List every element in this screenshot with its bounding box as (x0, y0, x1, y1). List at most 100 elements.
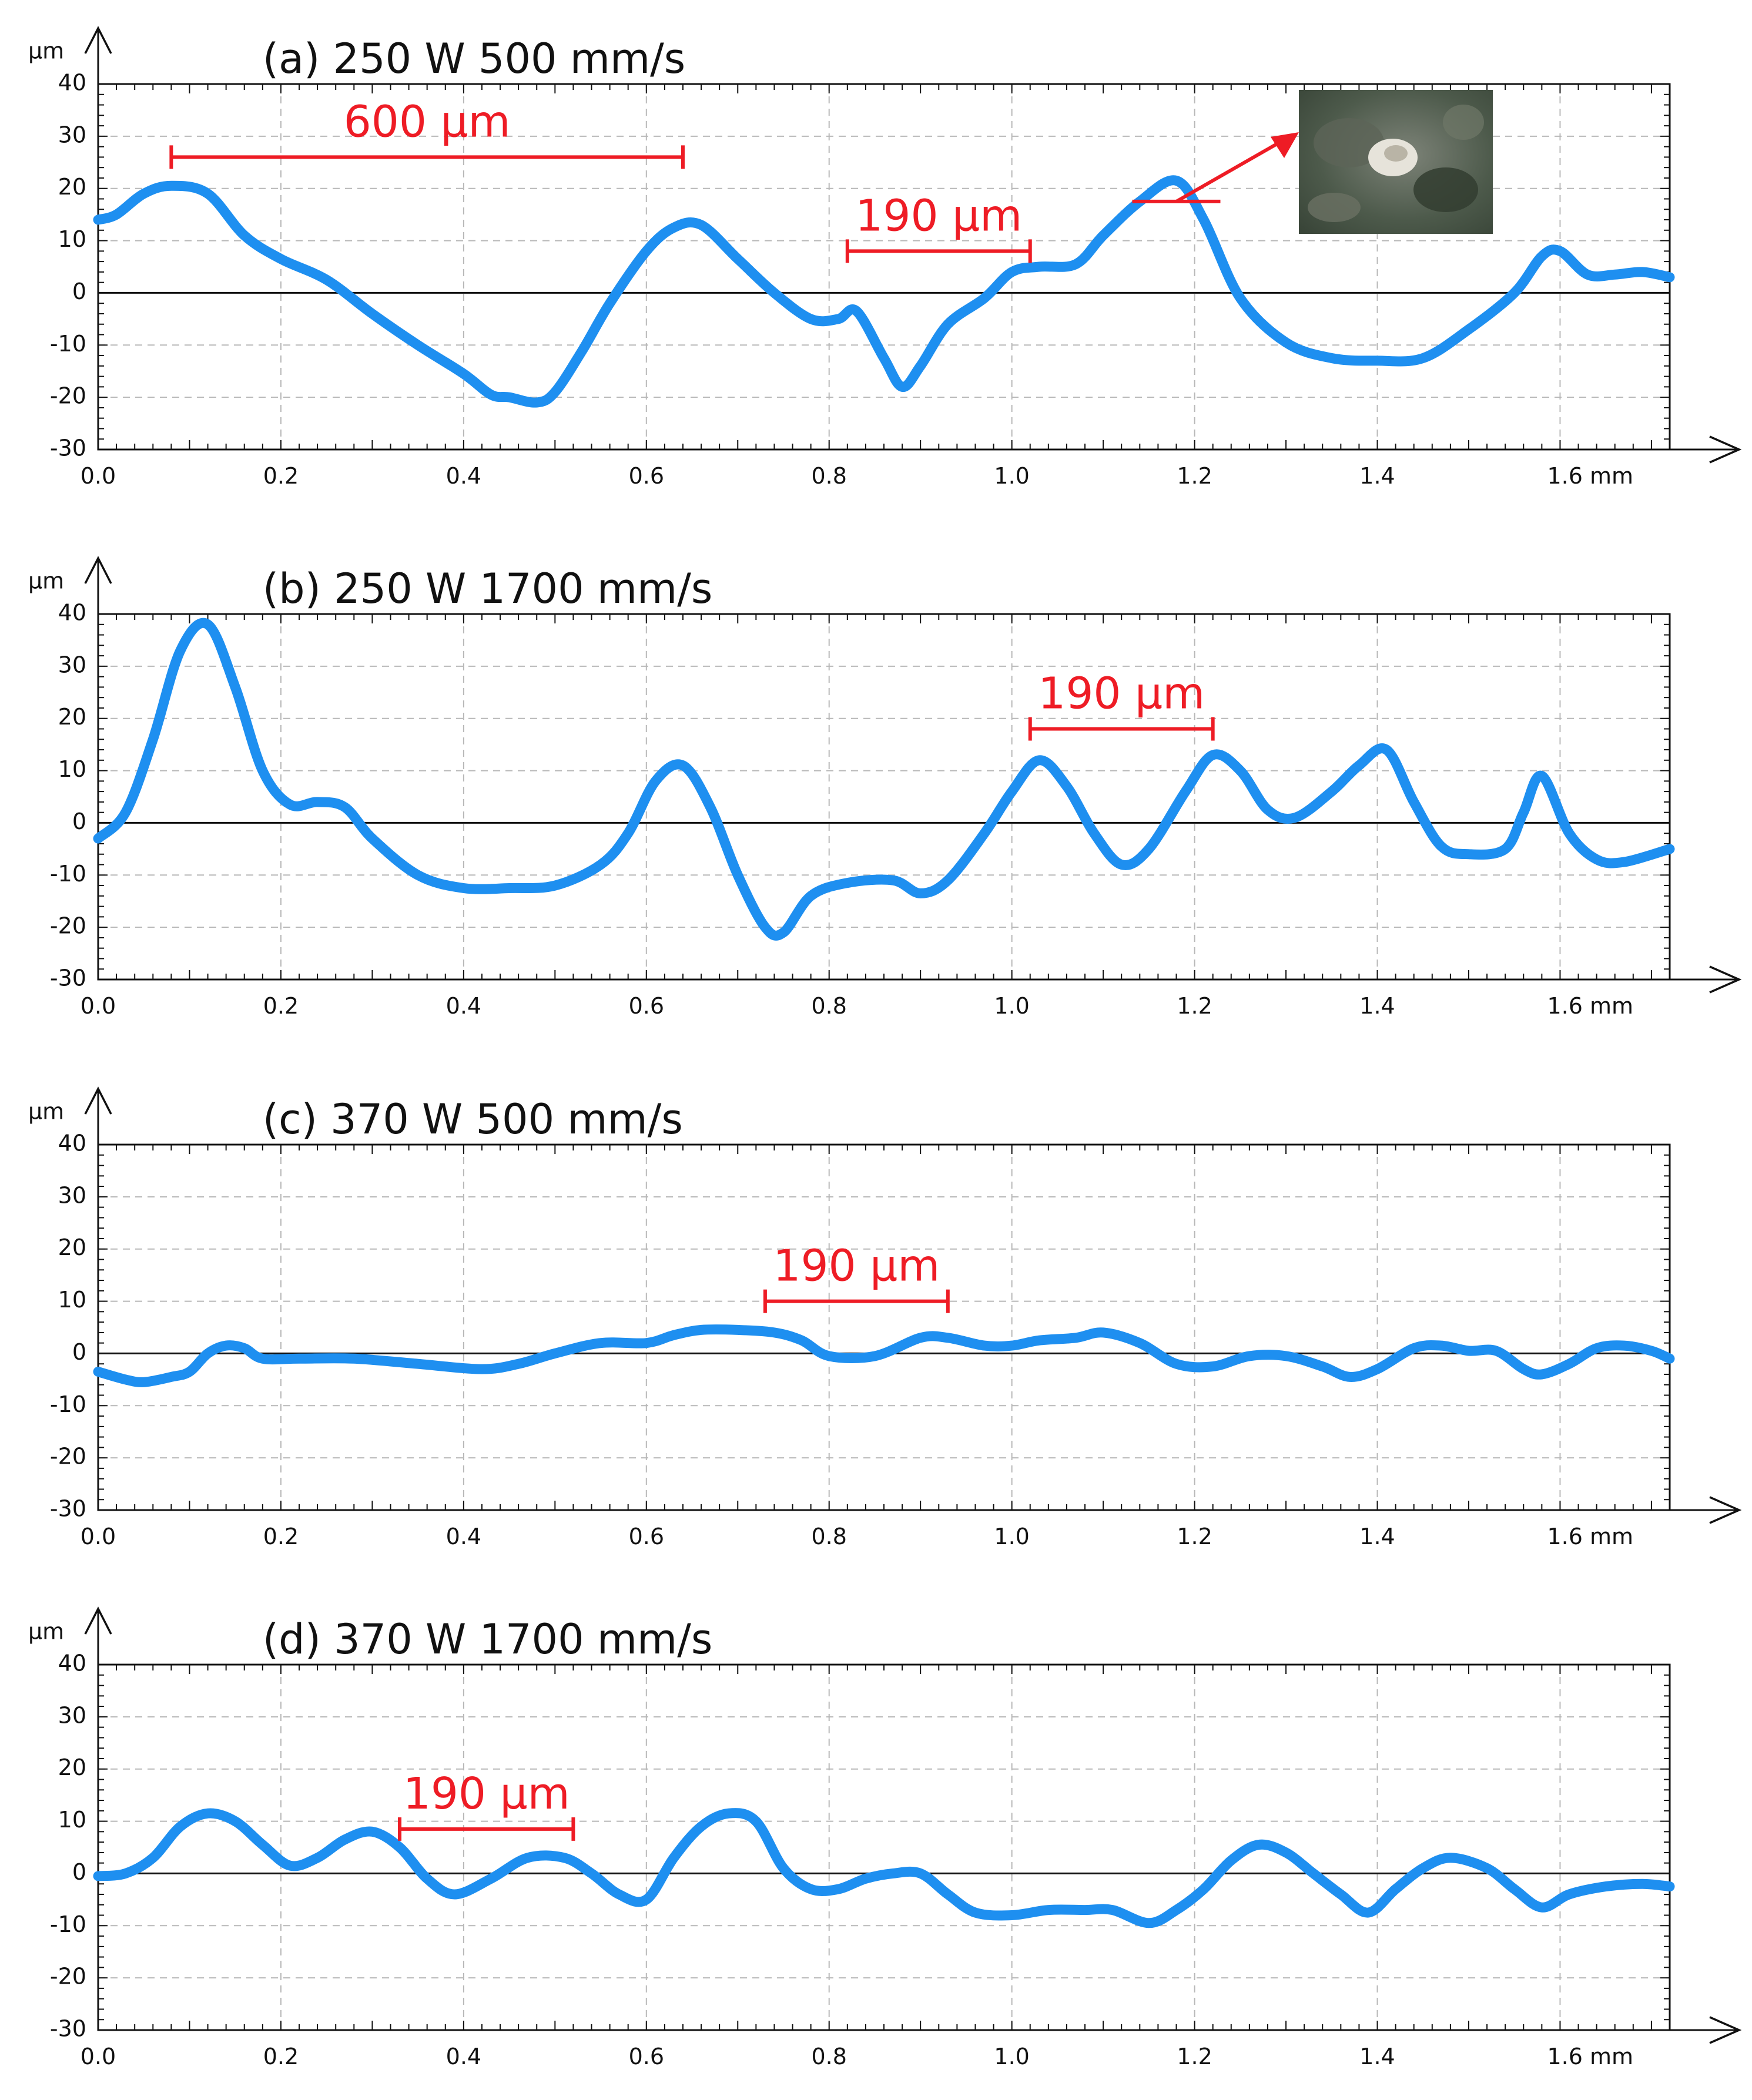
data-point (1011, 791, 1012, 792)
x-tick-label: 0.0 (81, 463, 116, 489)
y-axis-arrowhead (84, 26, 112, 54)
inset-texture (1413, 167, 1478, 212)
data-point (98, 1371, 99, 1372)
x-tick-label: 1.4 (1359, 993, 1395, 1019)
y-tick-label: 0 (72, 1339, 86, 1365)
panel-a: (a) 250 W 500 mm/sµm403020100-10-20-300.… (28, 26, 1742, 489)
y-unit-label: µm (28, 568, 64, 594)
y-tick-label: -30 (50, 965, 86, 991)
panel-title: (c) 370 W 500 mm/s (263, 1095, 683, 1143)
x-tick-label: 1.0 (994, 463, 1029, 489)
y-tick-label: 20 (58, 1755, 86, 1780)
y-tick-label: -20 (50, 1964, 86, 1990)
y-tick-label: 0 (72, 279, 86, 304)
plot-frame (97, 613, 1671, 981)
data-point (838, 318, 839, 319)
data-point (317, 801, 318, 802)
x-axis-arrowhead (1709, 2016, 1742, 2044)
y-unit-label: µm (28, 1619, 64, 1645)
data-point (1523, 812, 1524, 813)
data-point (207, 1813, 208, 1814)
panel-c: (c) 370 W 500 mm/sµm403020100-10-20-300.… (28, 1086, 1742, 1549)
y-tick-label: -20 (50, 1444, 86, 1470)
y-tick-label: 20 (58, 704, 86, 730)
data-point (344, 1839, 345, 1840)
inset-texture (1443, 105, 1484, 140)
y-tick-label: -30 (50, 435, 86, 461)
x-tick-label: 0.8 (812, 993, 847, 1019)
data-point (1176, 180, 1177, 181)
y-tick-label: 20 (58, 174, 86, 200)
data-point (509, 397, 510, 398)
x-tick-label: 0.2 (263, 2044, 299, 2069)
data-point (920, 365, 921, 366)
inset-texture (1314, 118, 1384, 167)
y-tick-label: 10 (58, 226, 86, 252)
data-point (947, 1894, 948, 1895)
data-point (116, 214, 117, 215)
y-tick-label: 10 (58, 1807, 86, 1833)
data-point (1240, 770, 1241, 771)
data-point (728, 1813, 729, 1814)
series-line-profile (93, 1324, 1675, 1387)
y-tick-label: 0 (72, 1859, 86, 1885)
data-point (591, 1873, 592, 1874)
x-tick-label: 0.4 (446, 993, 481, 1019)
data-point (1441, 846, 1442, 847)
data-point (1505, 848, 1506, 849)
x-tick-label: 0.4 (446, 463, 481, 489)
data-point (143, 1382, 144, 1383)
x-axis-arrowhead (1709, 965, 1742, 994)
x-tick-label: 0.8 (812, 1524, 847, 1549)
data-point (609, 303, 610, 304)
data-point (372, 838, 373, 839)
scale-bar-label: 190 µm (403, 1769, 570, 1819)
data-point (838, 1889, 839, 1890)
plot-frame (97, 1663, 1671, 2031)
data-point (920, 1873, 921, 1874)
y-tick-label: 0 (72, 809, 86, 834)
panel-d: (d) 370 W 1700 mm/sµm403020100-10-20-300… (28, 1606, 1742, 2069)
data-point (1313, 1873, 1314, 1874)
y-tick-label: 30 (58, 1702, 86, 1728)
data-point (810, 1889, 811, 1890)
y-tick-label: -10 (50, 331, 86, 357)
x-tick-label: 0.0 (81, 1524, 116, 1549)
x-tick-label: 0.6 (629, 463, 664, 489)
y-tick-label: -30 (50, 2016, 86, 2042)
y-unit-label: µm (28, 38, 64, 64)
y-tick-label: -10 (50, 861, 86, 887)
y-tick-label: -20 (50, 913, 86, 939)
inset-particle-shade (1384, 145, 1408, 162)
data-point (1258, 1844, 1259, 1845)
data-point (1121, 864, 1122, 865)
x-tick-label: 0.0 (81, 2044, 116, 2069)
data-point (527, 1857, 528, 1858)
data-point (1322, 1366, 1323, 1367)
plot-frame (97, 1143, 1671, 1511)
data-point (582, 350, 583, 351)
x-tick-label: 0.8 (812, 463, 847, 489)
scale-bar-label: 190 µm (855, 190, 1022, 241)
data-point (143, 193, 144, 194)
scale-bar-label: 600 µm (344, 96, 511, 147)
x-tick-label: 0.2 (263, 993, 299, 1019)
data-point (1011, 1915, 1012, 1916)
data-point (1395, 1889, 1396, 1890)
data-point (1286, 342, 1287, 343)
data-point (317, 1857, 318, 1858)
x-tick-label: 1.0 (994, 1524, 1029, 1549)
data-point (98, 838, 99, 839)
data-point (125, 1379, 126, 1380)
data-point (1377, 360, 1378, 361)
y-tick-label: -10 (50, 1911, 86, 1937)
data-point (1011, 271, 1012, 272)
x-tick-label: 0.4 (446, 1524, 481, 1549)
data-point (920, 1337, 921, 1338)
y-axis-arrowhead (84, 1086, 112, 1115)
y-tick-label: 40 (58, 70, 86, 96)
y-tick-label: 40 (58, 600, 86, 626)
y-tick-label: -30 (50, 1496, 86, 1522)
x-tick-label: 1.2 (1177, 2044, 1212, 2069)
x-tick-label: 0.2 (263, 463, 299, 489)
